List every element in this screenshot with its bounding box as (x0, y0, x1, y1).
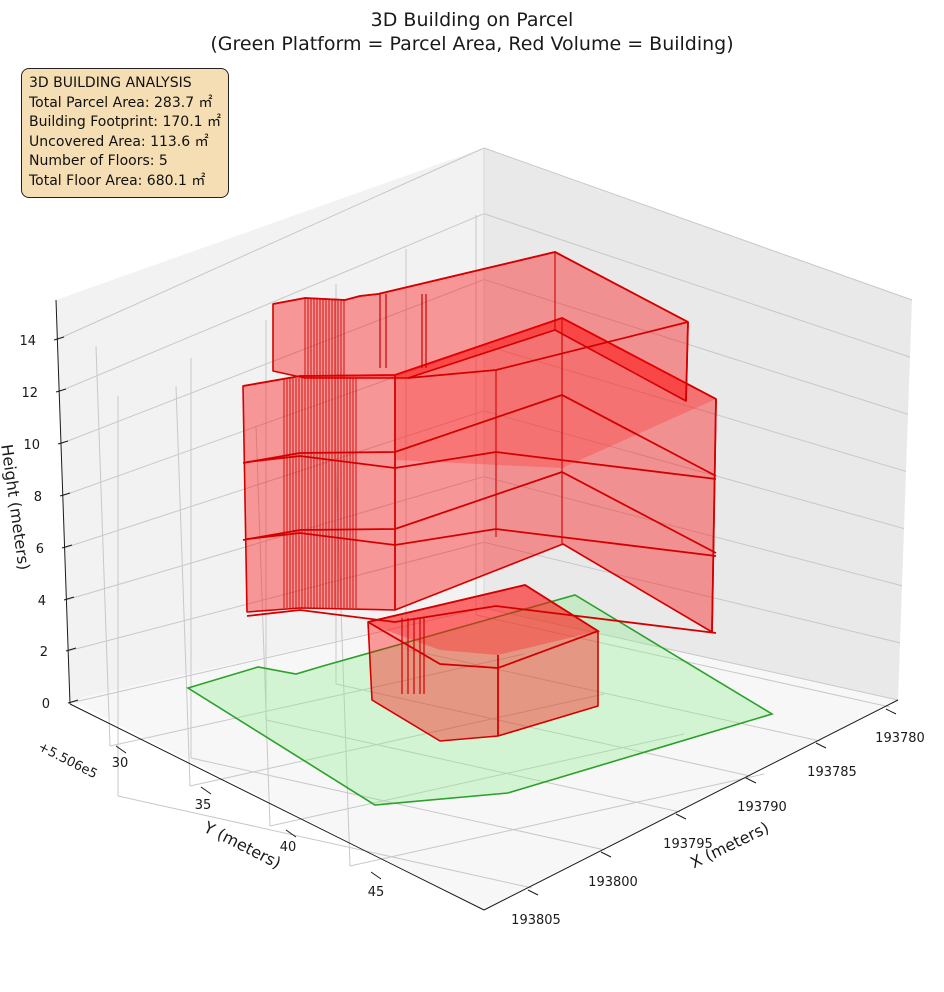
z-tick-label: 0 (42, 697, 50, 712)
z-tick-mark (67, 699, 79, 704)
z-axis-label: Height (meters) (0, 443, 34, 571)
z-tick-label: 8 (34, 490, 42, 505)
z-tick-mark (59, 492, 71, 497)
grid-line-floor-x (335, 683, 751, 777)
x-tick-label: 193780 (875, 731, 925, 746)
building-floor-slab-front (246, 605, 717, 634)
x-tick-label: 193795 (663, 837, 713, 852)
x-tick-label: 193785 (807, 765, 857, 780)
chart-title-line-2: (Green Platform = Parcel Area, Red Volum… (210, 33, 733, 55)
grid-line-z-left (57, 213, 485, 393)
grid-line-floor-y (189, 693, 605, 787)
z-tick-label: 4 (38, 594, 46, 609)
y-offset-text: +5.506e5 (35, 740, 99, 783)
grid-lines (55, 147, 913, 889)
y-tick-mark (200, 786, 212, 795)
grid-line-wall-y (95, 345, 111, 747)
x-tick-label: 193790 (737, 800, 787, 815)
info-parcel-area: Total Parcel Area: 283.7 ㎡ (29, 94, 213, 111)
z-tick-mark (57, 440, 69, 445)
building-ground-top-edge (367, 584, 601, 669)
grid-line-floor-x (117, 795, 533, 889)
y-tick-label: 30 (112, 756, 129, 771)
y-axis-line (69, 703, 485, 911)
grid-line-floor-x (405, 648, 821, 742)
info-floor-count: Number of Floors: 5 (29, 153, 168, 169)
z-tick-label: 12 (21, 386, 38, 401)
grid-line-z-left (63, 410, 485, 549)
z-tick-label: 14 (19, 334, 36, 349)
grid-line-z-left (69, 607, 485, 704)
y-tick-mark (370, 871, 382, 880)
grid-line-z-left (55, 147, 485, 341)
grid-line-floor-x (265, 719, 681, 813)
z-tick-mark (61, 544, 73, 549)
grid-line-z-right (483, 476, 903, 587)
info-total-floor-area: Total Floor Area: 680.1 ㎡ (29, 172, 206, 189)
grid-line-floor-y (269, 733, 685, 827)
axes: 0 2 4 6 8 10 12 14 30 35 40 45 193780 193785 193790 193… (19, 299, 925, 928)
grid-line-floor-x (190, 757, 606, 851)
grid-line-z-left (61, 344, 485, 497)
right-pane (484, 148, 912, 700)
z-axis-line (55, 299, 71, 705)
y-tick-label: 35 (195, 798, 212, 813)
x-axis-line (483, 699, 899, 911)
grid-line-z-right (483, 213, 911, 358)
grid-line-z-right (483, 541, 901, 644)
grid-line-z-left (65, 476, 485, 601)
left-pane (56, 148, 484, 700)
z-tick-mark (53, 336, 65, 341)
info-uncovered-area: Uncovered Area: 113.6 ㎡ (29, 133, 209, 150)
grid-line-z-right (483, 607, 899, 701)
y-tick-label: 45 (368, 885, 385, 900)
analysis-info-box: 3D BUILDING ANALYSIS Total Parcel Area: … (21, 68, 229, 198)
y-tick-label: 40 (280, 840, 297, 855)
building-top-edge (685, 321, 689, 402)
x-tick-mark (885, 708, 897, 715)
x-tick-mark (815, 742, 827, 749)
z-tick-label: 2 (40, 645, 48, 660)
building-ground-roof (368, 585, 598, 655)
building-volume (242, 251, 717, 742)
z-tick-label: 6 (36, 542, 44, 557)
grid-line-floor-y (109, 653, 525, 747)
grid-line-floor-y (349, 773, 765, 867)
y-tick-mark (285, 829, 297, 838)
x-tick-mark (675, 813, 687, 820)
z-tick-mark (65, 647, 77, 652)
z-tick-label: 10 (23, 438, 40, 453)
x-tick-label: 193805 (511, 913, 561, 928)
floor-pane (70, 608, 898, 910)
info-heading: 3D BUILDING ANALYSIS (29, 75, 192, 91)
grid-line-z-right (483, 344, 907, 472)
info-building-footprint: Building Footprint: 170.1 ㎡ (29, 114, 222, 130)
chart-title-line-1: 3D Building on Parcel (371, 9, 574, 31)
x-tick-mark (600, 851, 612, 858)
grid-line-z-left (59, 278, 485, 445)
x-tick-mark (745, 777, 757, 784)
grid-line-z-right (483, 410, 905, 530)
parcel-platform (186, 594, 774, 806)
z-tick-mark (55, 388, 67, 393)
grid-line-wall-y (255, 425, 271, 827)
building-tower-edge (711, 398, 717, 633)
building-top-floor-front-edge (407, 321, 689, 379)
grid-line-z-right (483, 147, 913, 301)
grid-line-z-left (67, 541, 485, 652)
x-tick-label: 193800 (588, 875, 638, 890)
grid-line-wall-y (175, 385, 191, 787)
z-tick-mark (63, 596, 75, 601)
x-tick-mark (527, 889, 539, 896)
y-tick-mark (115, 745, 127, 754)
